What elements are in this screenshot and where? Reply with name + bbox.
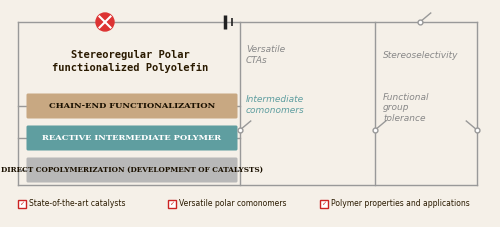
Text: Intermediate
comonomers: Intermediate comonomers (246, 95, 305, 115)
Text: Versatile polar comonomers: Versatile polar comonomers (179, 200, 286, 209)
FancyBboxPatch shape (26, 126, 238, 151)
Circle shape (96, 13, 114, 31)
Text: Stereoregular Polar: Stereoregular Polar (70, 50, 190, 60)
FancyBboxPatch shape (26, 158, 238, 183)
FancyBboxPatch shape (320, 200, 328, 208)
Text: ✓: ✓ (20, 202, 24, 207)
FancyBboxPatch shape (18, 200, 26, 208)
Text: ✓: ✓ (170, 202, 174, 207)
Text: Versatile
CTAs: Versatile CTAs (246, 45, 285, 65)
Text: ✓: ✓ (322, 202, 326, 207)
FancyBboxPatch shape (168, 200, 176, 208)
Text: Functional
group
tolerance: Functional group tolerance (383, 93, 430, 123)
Text: Polymer properties and applications: Polymer properties and applications (331, 200, 470, 209)
Text: REACTIVE INTERMEDIATE POLYMER: REACTIVE INTERMEDIATE POLYMER (42, 134, 222, 142)
Text: DIRECT COPOLYMERIZATION (DEVELOPMENT OF CATALYSTS): DIRECT COPOLYMERIZATION (DEVELOPMENT OF … (1, 166, 263, 174)
FancyBboxPatch shape (26, 94, 238, 118)
Text: functionalized Polyolefin: functionalized Polyolefin (52, 63, 208, 73)
Text: CHAIN-END FUNCTIONALIZATION: CHAIN-END FUNCTIONALIZATION (49, 102, 215, 110)
Text: State-of-the-art catalysts: State-of-the-art catalysts (29, 200, 126, 209)
Text: Stereoselectivity: Stereoselectivity (383, 50, 458, 59)
